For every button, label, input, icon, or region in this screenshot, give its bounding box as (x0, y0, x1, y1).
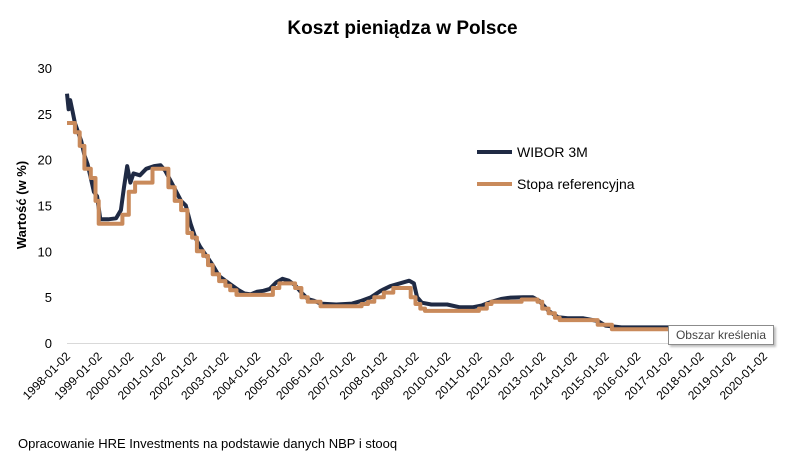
series-line-wibor-3m[interactable] (65, 93, 669, 330)
y-tick-label: 5 (45, 290, 52, 305)
y-axis-label: Wartość (w %) (14, 161, 29, 249)
series-group[interactable] (65, 93, 669, 332)
y-tick-label: 15 (38, 199, 52, 214)
x-axis-ticks: 1998-01-021999-01-022000-01-022001-01-02… (20, 349, 771, 403)
series-line-stopa-referencyjna[interactable] (67, 121, 669, 332)
legend-label: Stopa referencyjna (517, 176, 635, 192)
chart-title: Koszt pieniądza w Polsce (287, 18, 518, 39)
y-axis-label-group: Wartość (w %) (14, 161, 29, 249)
y-tick-label: 10 (38, 244, 52, 259)
source-note: Opracowanie HRE Investments na podstawie… (18, 436, 398, 451)
y-tick-label: 0 (45, 336, 52, 351)
y-tick-label: 30 (38, 61, 52, 76)
y-tick-label: 20 (38, 153, 52, 168)
legend-label: WIBOR 3M (517, 144, 588, 160)
y-axis-ticks: 0 5 10 15 20 25 30 (38, 61, 52, 351)
legend[interactable]: WIBOR 3M Stopa referencyjna (477, 144, 635, 192)
plot-area-tooltip: Obszar kreślenia (668, 325, 774, 345)
y-tick-label: 25 (38, 107, 52, 122)
